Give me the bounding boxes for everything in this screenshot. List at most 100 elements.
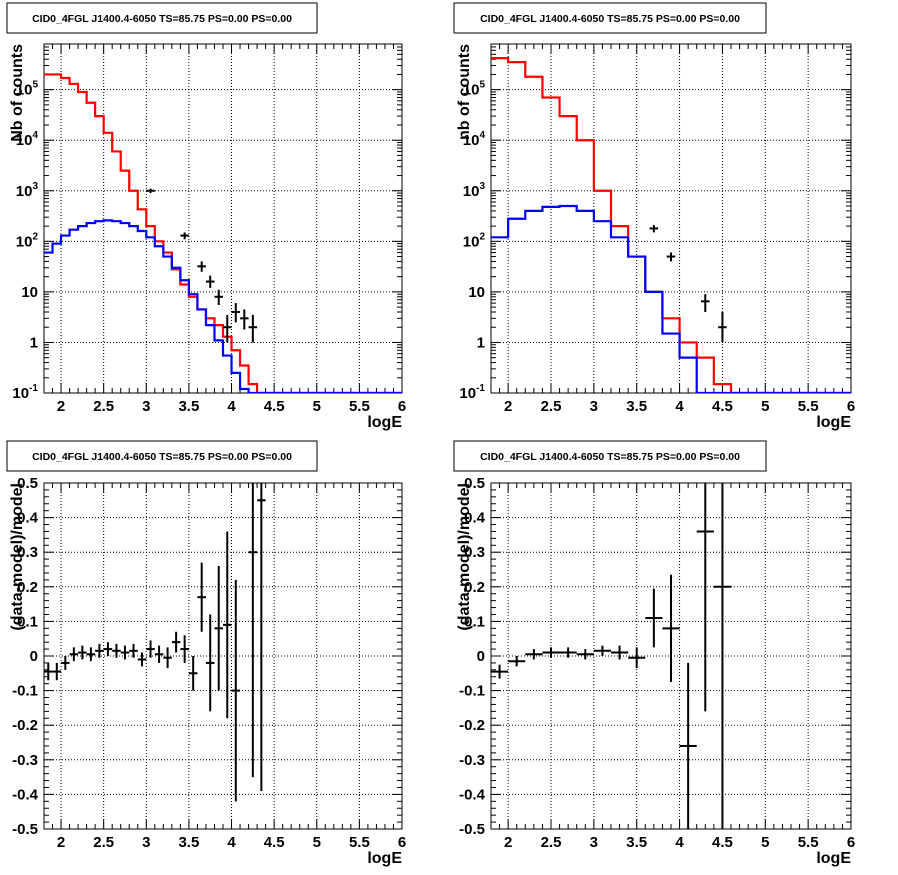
y-tick-label: 10-1 (459, 383, 485, 402)
x-tick-label: 5 (313, 398, 321, 415)
data-point (214, 289, 223, 306)
x-tick-label: 3 (142, 398, 150, 415)
y-tick-label: 1 (30, 334, 38, 351)
x-tick-label: 2 (504, 834, 512, 851)
y-tick-label: 0.1 (464, 613, 485, 630)
x-tick-label: 2 (57, 398, 65, 415)
y-tick-label: 10 (468, 284, 485, 301)
data-points (146, 188, 258, 343)
y-tick-label: 0.2 (17, 579, 38, 596)
data-point (52, 662, 62, 681)
axis-ticks (490, 43, 852, 394)
data-point (137, 652, 147, 667)
data-points (491, 483, 731, 829)
x-axis-label: logE (816, 850, 851, 867)
y-tick-label: -0.4 (12, 786, 39, 803)
x-tick-label: 3.5 (178, 834, 199, 851)
x-tick-label: 4 (227, 834, 236, 851)
data-point (78, 645, 87, 660)
y-tick-label: -0.2 (12, 717, 38, 734)
y-axis-label: Nb of counts (9, 44, 26, 142)
data-point (701, 294, 710, 313)
y-tick-label: -0.2 (459, 717, 485, 734)
data-point (197, 261, 206, 272)
y-axis-label: nb of counts (456, 44, 473, 140)
y-tick-label: 103 (16, 181, 39, 200)
y-tick-label: 105 (16, 80, 39, 99)
data-point (679, 662, 697, 829)
x-tick-label: 4.5 (264, 398, 285, 415)
data-point (205, 275, 215, 288)
y-tick-label: 0.1 (17, 613, 38, 630)
chart-title: CID0_4FGL J1400.4-6050 TS=85.75 PS=0.00 … (32, 13, 292, 25)
plot-area (491, 57, 851, 393)
data-point (231, 303, 241, 323)
data-point (666, 252, 676, 262)
data-point (508, 656, 526, 667)
data-point (662, 574, 680, 682)
y-tick-label: 10 (21, 284, 38, 301)
y-tick-label: -0.1 (459, 683, 485, 700)
y-axis-label: (data-model)/model (9, 483, 26, 631)
axis-ticks (43, 482, 403, 830)
x-axis-label: logE (367, 414, 402, 431)
title-box (6, 2, 318, 34)
y-tick-label: 102 (463, 231, 486, 250)
chart-title: CID0_4FGL J1400.4-6050 TS=85.75 PS=0.00 … (480, 13, 740, 25)
data-point (628, 647, 646, 669)
y-tick-label: 0 (30, 648, 38, 665)
x-tick-label: 4 (675, 834, 684, 851)
plot-area (44, 483, 266, 802)
data-point (188, 656, 198, 691)
y-tick-label: -0.3 (12, 752, 38, 769)
data-point (95, 643, 104, 658)
x-tick-label: 3 (590, 398, 598, 415)
data-point (180, 232, 189, 240)
axis-ticks (43, 43, 403, 394)
grid (491, 44, 852, 394)
x-tick-label: 3.5 (626, 398, 647, 415)
y-tick-label: 0.5 (464, 475, 485, 492)
panel-4: 2 2.5 3 3.5 4 4.5 5 5.5 6 -0.5 -0.4 -0.3 -0.2 -0.1 0 0.… (453, 440, 855, 867)
data-point (86, 647, 96, 662)
x-tick-label: 5 (761, 834, 769, 851)
x-tick-label: 2 (504, 398, 512, 415)
x-tick-label: 6 (398, 398, 406, 415)
data-point (576, 649, 594, 660)
y-tick-label: -0.4 (459, 786, 486, 803)
data-point (559, 647, 577, 658)
data-point (231, 579, 241, 802)
data-point (163, 647, 172, 669)
data-point (214, 566, 223, 691)
x-tick-label: 5.5 (798, 398, 819, 415)
histogram-source-model (491, 204, 851, 393)
panel-1: 2 2.5 3 3.5 4 4.5 5 5.5 6 10-1 1 10 102 103 104 105 logE… (6, 2, 406, 431)
y-tick-label: 0 (477, 648, 485, 665)
data-point (146, 640, 155, 658)
data-point (248, 483, 258, 778)
plot-area (44, 73, 402, 393)
y-tick-label: 0.3 (17, 544, 38, 561)
data-point (696, 483, 714, 712)
title-box (453, 2, 767, 34)
x-tick-label: 3.5 (626, 834, 647, 851)
grid (44, 482, 403, 830)
histogram-source-model (44, 219, 402, 393)
x-tick-label: 4.5 (712, 398, 733, 415)
data-point (103, 642, 113, 656)
x-tick-label: 4 (675, 398, 684, 415)
histogram-total-model (44, 73, 402, 393)
data-point (611, 645, 629, 660)
data-point (180, 635, 189, 663)
x-tick-label: 5 (761, 398, 769, 415)
y-tick-label: 10-1 (12, 383, 38, 402)
y-tick-label: 0.5 (17, 475, 38, 492)
x-tick-label: 4.5 (712, 834, 733, 851)
y-tick-label: 104 (16, 130, 39, 149)
data-point (240, 309, 249, 330)
y-tick-label: -0.3 (459, 752, 485, 769)
axis-ticks (490, 482, 852, 830)
title-box (453, 440, 767, 472)
data-points (649, 225, 727, 343)
